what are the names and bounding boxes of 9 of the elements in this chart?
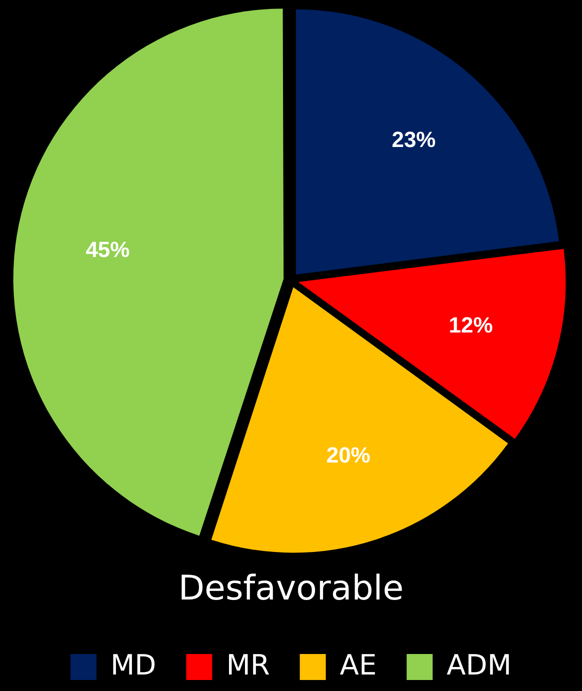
data-label: 45% [86,237,130,262]
data-label: 20% [326,442,370,468]
text: Desfavorable [178,568,404,608]
data-label: 12% [448,312,493,338]
data-label: 23% [392,126,436,152]
legend-label: AE [340,648,377,682]
legend-label: ADM [446,648,512,682]
legend-label: MD [110,648,156,682]
legend-label: MR [226,648,270,682]
